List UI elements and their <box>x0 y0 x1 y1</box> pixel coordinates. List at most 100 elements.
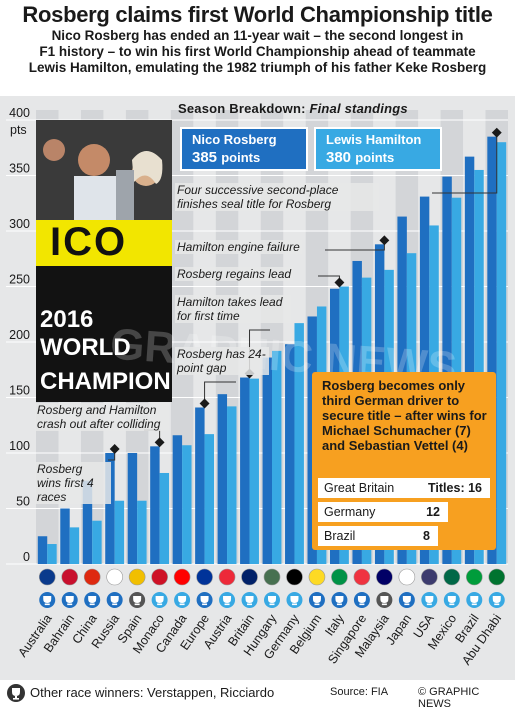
subtitle-line-3: Lewis Hamilton, emulating the 1982 trium… <box>28 60 487 75</box>
trophy-base <box>224 603 230 606</box>
y-tick-label: 300 <box>9 217 30 231</box>
trophy-cup <box>290 596 299 603</box>
trophy-cup <box>223 596 232 603</box>
annotation-leader <box>432 132 498 194</box>
titles-count: Titles: 16 <box>428 478 482 498</box>
bar-hamilton <box>272 350 282 564</box>
trophy-base <box>449 603 455 606</box>
trophy-base <box>381 603 387 606</box>
flag-britain <box>241 568 258 586</box>
rosberg-points: 385 <box>192 149 218 166</box>
trophy-cup <box>110 596 119 603</box>
titles-row-germany: Germany 12 <box>318 502 448 522</box>
hamilton-points-unit: points <box>355 150 395 165</box>
titles-row-brazil: Brazil 8 <box>318 526 438 546</box>
y-tick-label: 0 <box>23 550 30 564</box>
trophy-base <box>291 603 297 606</box>
trophy-base <box>314 603 320 606</box>
trophy-base <box>404 603 410 606</box>
trophy-base <box>471 603 477 606</box>
page-title: Rosberg claims first World Championship … <box>22 2 493 27</box>
rosberg-name: Nico Rosberg <box>192 132 277 147</box>
annotation-hamilton-takes-lead: Hamilton takes lead for first time <box>175 295 291 323</box>
bar-rosberg <box>105 453 115 564</box>
trophy-base <box>426 603 432 606</box>
flag-bahrain <box>61 568 79 586</box>
photo-banner-nico: ICO <box>50 220 128 264</box>
trophy-base <box>247 603 253 606</box>
trophy-base <box>202 603 208 606</box>
subtitle-line-2: F1 history – to win his first World Cham… <box>39 44 476 59</box>
bar-rosberg <box>217 394 228 564</box>
other-winners-note: Other race winners: Verstappen, Ricciard… <box>30 685 275 700</box>
trophy-base <box>134 603 140 606</box>
credit-note: © GRAPHIC NEWS <box>418 686 480 710</box>
trophy-cup <box>200 596 209 603</box>
trophy-cup <box>470 596 479 603</box>
annotation-crash: Rosberg and Hamilton crash out after col… <box>35 403 169 431</box>
annotation-leader <box>204 381 236 404</box>
titles-country: Germany <box>324 505 376 519</box>
flag-russia <box>106 568 123 586</box>
season-label-italic: Final standings <box>309 101 408 116</box>
flag-china <box>83 568 101 586</box>
y-tick-label: 50 <box>16 495 30 509</box>
hamilton-points: 380 <box>326 149 352 166</box>
trophy-cup <box>312 596 321 603</box>
titles-label: Titles: <box>428 481 465 495</box>
trophy-cup <box>43 596 52 603</box>
y-axis-unit-label: pts <box>10 123 27 137</box>
bar-hamilton <box>47 544 57 564</box>
flag-monaco <box>151 568 168 586</box>
flag-abu-dhabi <box>488 568 506 586</box>
annotation-first-four-wins: Rosberg wins first 4 races <box>35 462 111 504</box>
titles-count-value: 16 <box>468 481 482 495</box>
bar-rosberg <box>464 156 475 564</box>
bar-hamilton <box>137 500 147 564</box>
bar-hamilton <box>204 434 215 564</box>
annotation-marker <box>109 444 120 454</box>
trophy-cup <box>335 596 344 603</box>
bar-rosberg <box>240 377 250 564</box>
y-tick-label: 350 <box>9 162 30 176</box>
trophy-base <box>112 603 118 606</box>
y-tick-label: 250 <box>9 273 30 287</box>
flag-hungary <box>263 568 281 586</box>
trophy-cup <box>268 596 276 603</box>
bar-rosberg <box>60 508 70 564</box>
y-tick-label: 100 <box>9 439 30 453</box>
source-note: Source: FIA <box>330 686 389 698</box>
bar-rosberg <box>172 435 183 564</box>
bar-hamilton <box>474 169 484 564</box>
titles-count: 12 <box>426 505 440 519</box>
trophy-cup <box>492 596 501 603</box>
hamilton-name: Lewis Hamilton <box>326 132 422 147</box>
bar-rosberg <box>150 446 160 564</box>
podium-photo: ICO 2016 WORLD CHAMPION <box>36 120 172 402</box>
trophy-cup <box>155 596 164 603</box>
titles-count: 8 <box>423 529 430 543</box>
trophy-cup <box>133 596 142 603</box>
trophy-cup <box>178 596 187 603</box>
flag-italy <box>331 568 348 586</box>
flag-canada <box>173 568 191 586</box>
bar-rosberg <box>442 176 452 565</box>
bar-hamilton <box>114 500 125 564</box>
trophy-cup <box>245 596 254 603</box>
bar-rosberg <box>37 536 48 564</box>
trophy-base <box>179 603 185 606</box>
bar-rosberg <box>127 453 138 564</box>
flag-usa <box>421 568 438 586</box>
trophy-cup <box>425 596 434 603</box>
trophy-icon <box>7 684 25 702</box>
bar-hamilton <box>249 378 259 564</box>
season-label: Season Breakdown: <box>178 101 306 116</box>
trophy-base <box>269 603 275 606</box>
titles-country: Brazil <box>324 529 356 543</box>
flag-brazil <box>465 568 483 586</box>
bar-rosberg <box>487 136 497 564</box>
flag-belgium <box>308 568 326 586</box>
trophy-cup <box>88 596 97 603</box>
hamilton-points-box: Lewis Hamilton 380 points <box>314 127 442 171</box>
flag-spain <box>128 568 146 586</box>
